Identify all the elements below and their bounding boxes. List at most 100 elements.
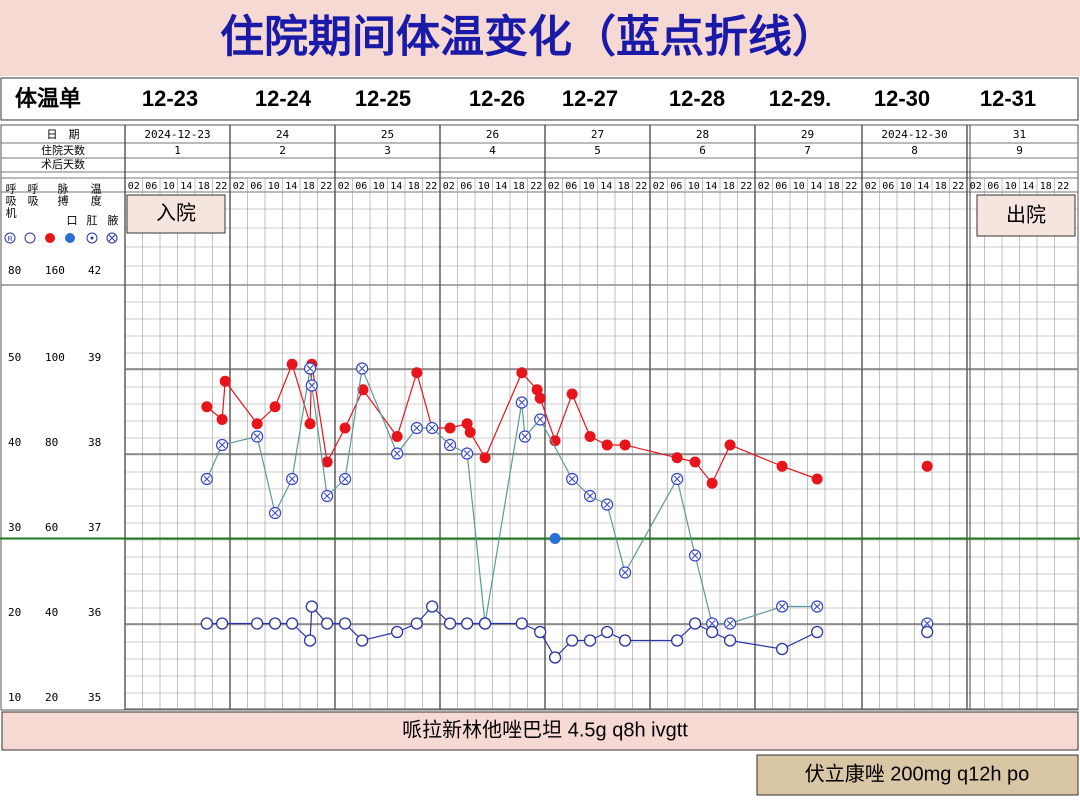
row-label: 术后天数 [41, 158, 85, 171]
date-label: 12-31 [980, 86, 1036, 111]
slot-label: 06 [882, 181, 894, 192]
slot-label: 02 [233, 181, 245, 192]
tick-label: 60 [45, 521, 58, 534]
point [464, 426, 476, 438]
tick-label: 100 [45, 351, 65, 364]
sheet-date: 26 [486, 128, 499, 141]
point [320, 617, 334, 630]
slot-label: 10 [478, 181, 490, 192]
point [443, 617, 457, 630]
point [566, 388, 578, 400]
point [689, 456, 701, 468]
point [688, 617, 702, 630]
sheet-date: 31 [1013, 128, 1026, 141]
hospital-day: 5 [594, 144, 601, 157]
point [461, 418, 473, 430]
slot-label: 02 [548, 181, 560, 192]
slot-label: 10 [900, 181, 912, 192]
hospital-day: 8 [911, 144, 918, 157]
point [776, 460, 788, 472]
tick-label: 40 [45, 606, 58, 619]
point [251, 418, 263, 430]
point [460, 617, 474, 630]
point [285, 617, 299, 630]
slot-label: 10 [688, 181, 700, 192]
point [355, 634, 369, 647]
point [390, 625, 404, 639]
admit-box [126, 194, 226, 234]
slot-label: 22 [845, 181, 857, 192]
point [921, 625, 934, 639]
slot-label: 06 [460, 181, 472, 192]
point-cross [726, 620, 734, 627]
slot-label: 14 [1022, 181, 1034, 192]
point [411, 367, 423, 379]
legend-symbols: R [4, 232, 118, 244]
tick-label: 36 [88, 606, 101, 619]
date-bar [0, 77, 1079, 121]
slot-label: 22 [320, 181, 332, 192]
tick-label: 10 [8, 691, 21, 704]
point-cross [463, 450, 471, 457]
title: 住院期间体温变化（蓝点折线） [220, 13, 836, 62]
symbol [90, 236, 94, 240]
point [670, 634, 684, 647]
hospital-day: 6 [699, 144, 706, 157]
point [357, 384, 369, 396]
point-cross [813, 603, 821, 610]
slot-label: 18 [723, 181, 735, 192]
legend-head: 温度 [89, 183, 102, 207]
slot-label: 10 [268, 181, 280, 192]
point [250, 617, 264, 630]
point-cross [778, 603, 786, 610]
point [583, 634, 597, 647]
point [478, 617, 492, 630]
hospital-day: 1 [174, 144, 181, 157]
point [286, 358, 298, 370]
point-cross [393, 450, 401, 457]
point [775, 642, 789, 656]
slot-label: 02 [970, 181, 982, 192]
point-cross [253, 433, 261, 440]
slot-label: 02 [865, 181, 877, 192]
hospital-day: 2 [279, 144, 286, 157]
title-band [0, 0, 1080, 76]
slot-label: 06 [670, 181, 682, 192]
point-cross [323, 492, 331, 500]
symbol: R [7, 236, 12, 243]
point [219, 375, 231, 387]
point [548, 651, 562, 664]
point-cross [673, 475, 681, 483]
symbol [86, 232, 98, 244]
point [321, 456, 333, 468]
point [810, 625, 824, 639]
point-cross [923, 620, 931, 627]
sheet-date: 2024-12-23 [144, 128, 210, 141]
point-cross [586, 492, 594, 500]
slot-label: 02 [443, 181, 455, 192]
point [601, 439, 613, 451]
symbol [65, 233, 75, 243]
point [534, 625, 547, 639]
point-cross [446, 441, 454, 449]
date-label: 12-29. [769, 86, 831, 111]
discharge-box [976, 194, 1076, 237]
point [305, 600, 318, 613]
point-cross [603, 501, 611, 508]
slot-label: 14 [705, 181, 717, 192]
slot-label: 18 [198, 181, 210, 192]
sheet-date: 2024-12-30 [881, 128, 947, 141]
symbol [4, 232, 16, 244]
slot-label: 22 [952, 181, 964, 192]
row-label: 日 期 [47, 128, 80, 141]
slot-label: 06 [250, 181, 262, 192]
order: 伏立康唑 200mg q12h po [805, 762, 1030, 785]
symbol [24, 232, 36, 244]
point [339, 422, 351, 434]
slot-label: 14 [390, 181, 402, 192]
tick-label: 35 [88, 691, 101, 704]
point-cross [288, 475, 296, 483]
slot-label: 06 [145, 181, 157, 192]
